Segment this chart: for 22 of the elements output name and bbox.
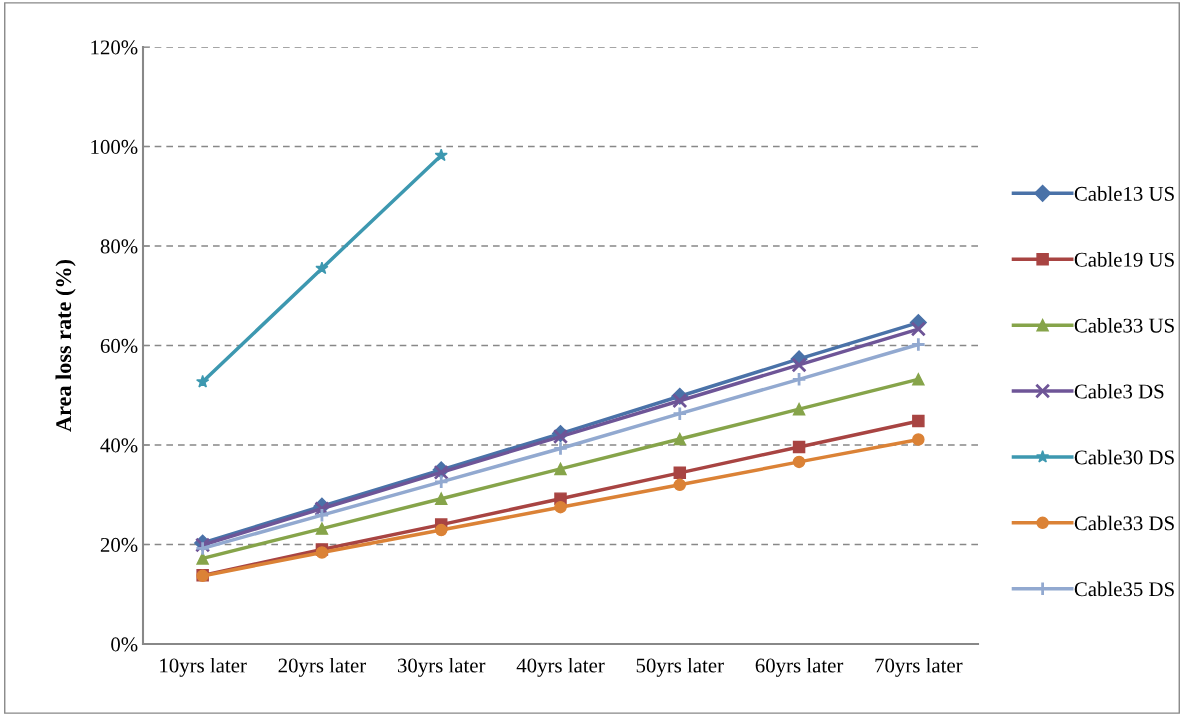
y-tick-label: 100% bbox=[91, 139, 138, 154]
legend-label: Cable19 US bbox=[1074, 252, 1174, 267]
legend-label: Cable35 DS bbox=[1074, 581, 1174, 597]
y-tick-label: 80% bbox=[100, 239, 138, 254]
legend-label: Cable3 DS bbox=[1074, 383, 1164, 399]
y-tick-label: 0% bbox=[111, 637, 138, 652]
x-tick-label: 10yrs later bbox=[160, 657, 247, 677]
y-tick-label: 20% bbox=[100, 537, 138, 552]
x-tick-label: 50yrs later bbox=[636, 657, 724, 677]
legend-label: Cable33 US bbox=[1074, 317, 1174, 333]
legend-label: Cable33 DS bbox=[1074, 515, 1174, 531]
x-tick-label: 70yrs later bbox=[875, 657, 963, 677]
legend-label: Cable30 DS bbox=[1074, 449, 1174, 465]
x-tick-label: 20yrs later bbox=[278, 657, 366, 677]
y-tick-label: 40% bbox=[100, 438, 138, 453]
x-tick-label: 40yrs later bbox=[516, 657, 605, 677]
y-axis-title: Area loss rate (%) bbox=[55, 259, 76, 432]
y-tick-label: 120% bbox=[91, 40, 138, 55]
y-tick-label: 60% bbox=[100, 338, 138, 353]
x-tick-label: 30yrs later bbox=[397, 657, 486, 677]
legend-label: Cable13 US bbox=[1074, 186, 1174, 201]
x-tick-label: 60yrs later bbox=[755, 657, 844, 677]
